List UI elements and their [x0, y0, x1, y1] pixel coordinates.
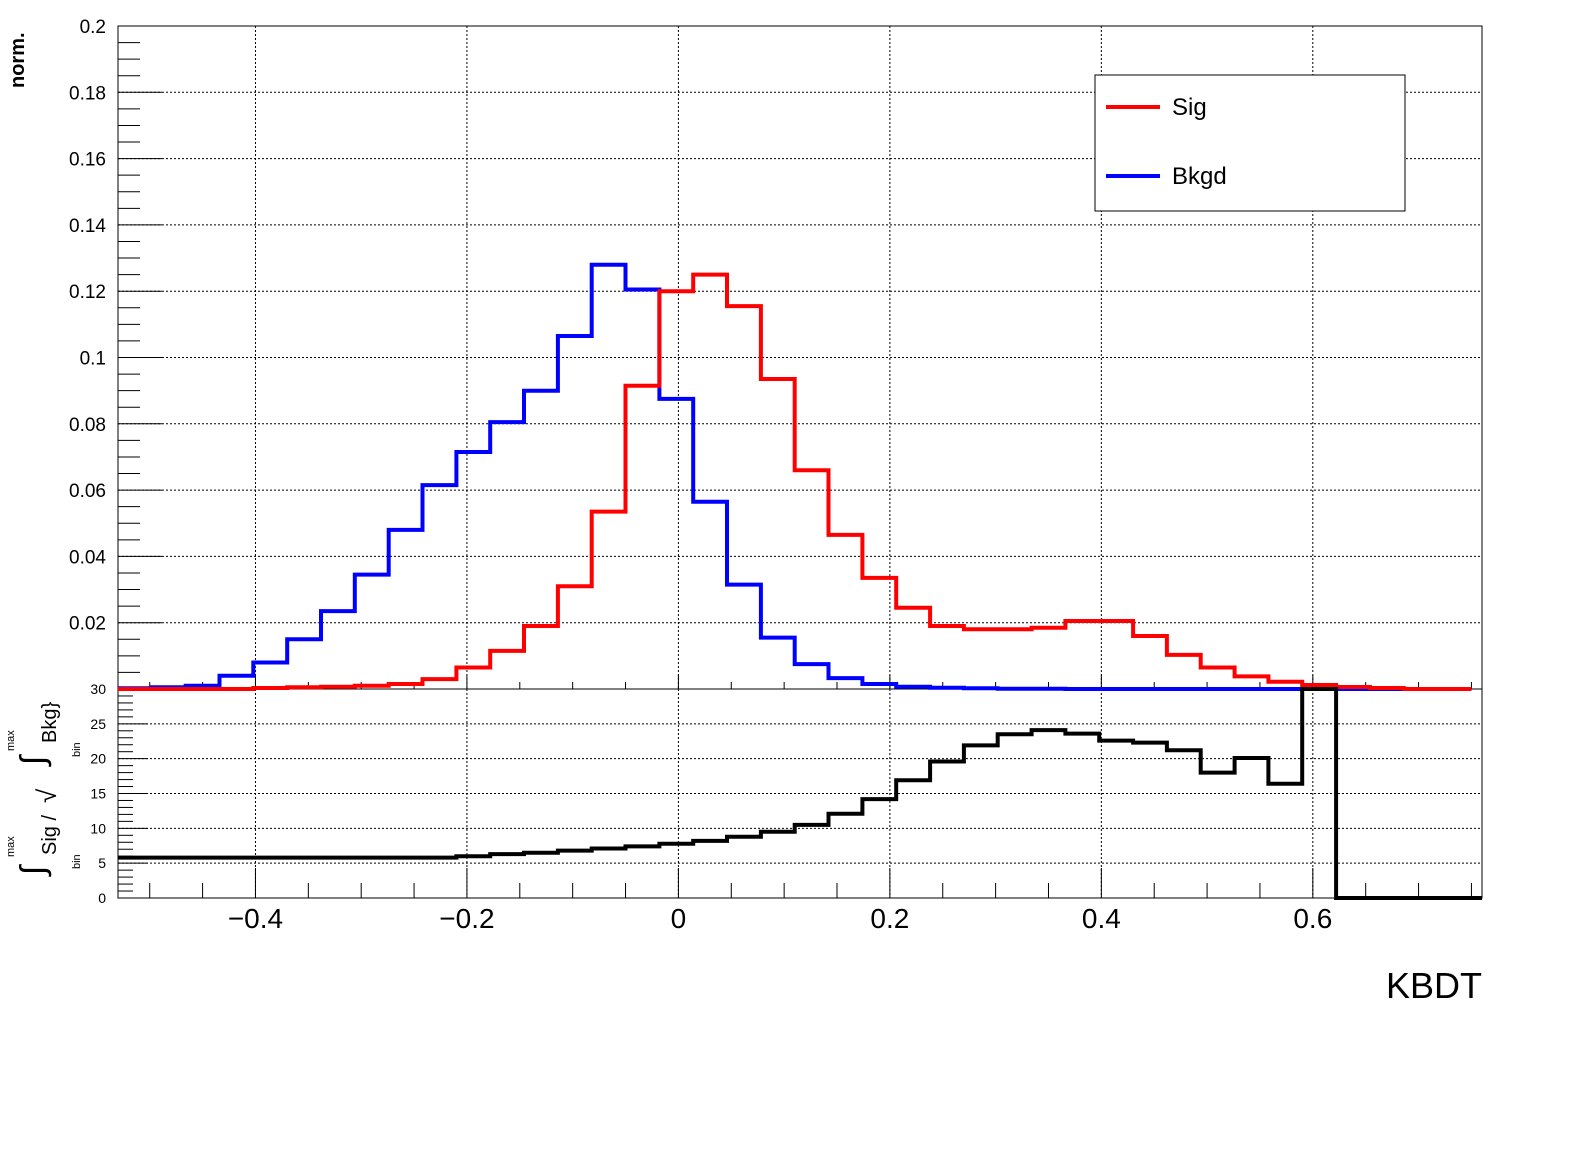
lower-y-tick-label: 10 — [90, 820, 106, 836]
series-line-bkgd — [118, 262, 1472, 691]
lower-y-title-bkg: Bkg} — [39, 702, 61, 743]
lower-y-tick-label: 0 — [98, 890, 106, 906]
lower-y-title-integral-2: ∫ — [14, 754, 52, 767]
lower-y-tick-label: 15 — [90, 786, 106, 802]
lower-axis-ticks: −0.4 −0.2 0 0.2 0.4 0.6 0 5 10 15 20 25 30 — [90, 681, 1472, 934]
lower-y-axis-title: ∫ max bin Sig / √ ∫ max bin Bkg} — [5, 702, 83, 877]
legend: Sig Bkgd — [1094, 74, 1406, 212]
x-tick-label: 0 — [671, 903, 687, 934]
upper-y-axis-title: norm. — [7, 32, 29, 88]
lower-y-tick-label: 25 — [90, 716, 106, 732]
upper-y-tick-label: 0.08 — [69, 415, 106, 436]
lower-y-title-max-2: max — [5, 730, 17, 751]
upper-y-tick-label: 0.1 — [80, 349, 106, 370]
x-tick-label: −0.2 — [439, 903, 494, 934]
series-line-significance — [118, 687, 1482, 900]
lower-y-tick-label: 30 — [90, 681, 106, 697]
lower-series — [118, 687, 1482, 900]
x-tick-label: 0.2 — [870, 903, 909, 934]
upper-y-tick-label: 0.04 — [69, 547, 106, 568]
upper-y-tick-label: 0.16 — [69, 150, 106, 171]
lower-y-title-bin-2: bin — [71, 742, 83, 757]
lower-y-tick-label: 20 — [90, 751, 106, 767]
legend-box — [1094, 74, 1406, 212]
lower-y-title-bin-1: bin — [71, 854, 83, 869]
legend-label-bkgd: Bkgd — [1172, 163, 1227, 190]
upper-y-tick-label: 0.06 — [69, 481, 106, 502]
upper-y-tick-label: 0.2 — [80, 17, 106, 38]
lower-grid — [118, 688, 1482, 899]
x-tick-label: −0.4 — [228, 903, 283, 934]
upper-y-tick-label: 0.14 — [69, 216, 106, 237]
upper-y-tick-label: 0.12 — [69, 282, 106, 303]
series-line-sig — [118, 272, 1472, 691]
lower-y-title-max-1: max — [5, 836, 17, 857]
upper-y-tick-label: 0.18 — [69, 83, 106, 104]
x-tick-label: 0.4 — [1082, 903, 1121, 934]
lower-y-title-sqrt: √ — [32, 788, 62, 803]
upper-y-tick-label: 0.02 — [69, 614, 106, 635]
lower-y-title-integral-1: ∫ — [14, 864, 52, 877]
upper-series — [118, 262, 1472, 691]
upper-axis-ticks: 0.02 0.04 0.06 0.08 0.1 0.12 0.14 0.16 0.18 0.2 — [69, 17, 1472, 690]
legend-label-sig: Sig — [1172, 94, 1207, 121]
x-axis-title: KBDT — [1386, 965, 1482, 1006]
x-tick-label: 0.6 — [1293, 903, 1332, 934]
lower-y-title-sig: Sig / — [39, 815, 61, 855]
lower-y-tick-label: 5 — [98, 855, 106, 871]
